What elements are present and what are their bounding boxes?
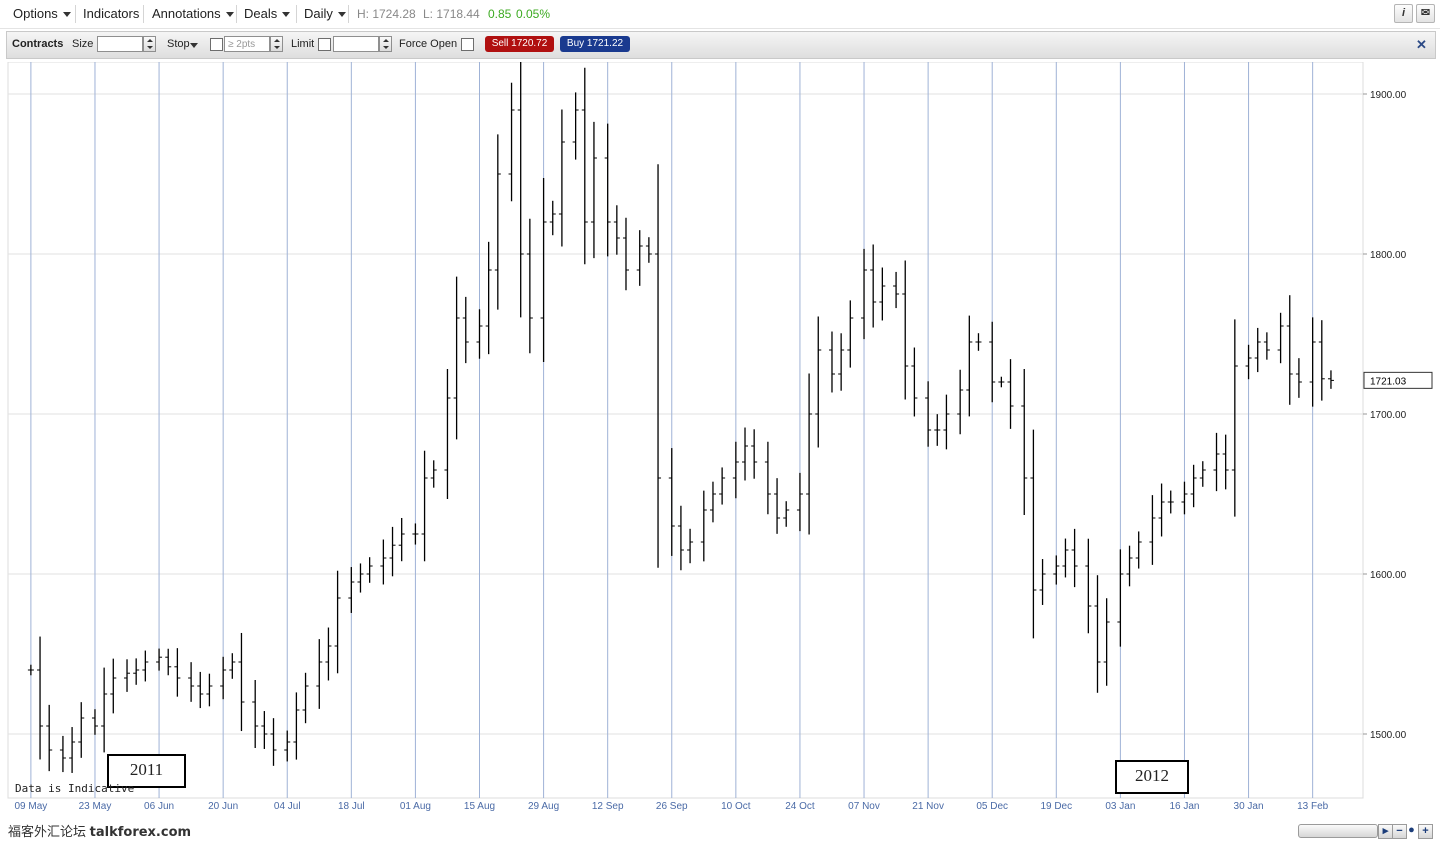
watermark: 福客外汇论坛 talkforex.com: [8, 821, 191, 840]
change-value: 0.85: [488, 7, 512, 21]
x-tick-label: 16 Jan: [1169, 801, 1199, 812]
divider: [296, 5, 297, 23]
low-value: L: 1718.44: [423, 7, 480, 21]
chevron-down-icon: [282, 12, 291, 18]
x-tick-label: 06 Jun: [144, 801, 174, 812]
buy-button[interactable]: Buy 1721.22: [560, 36, 630, 52]
period-menu[interactable]: Daily: [304, 6, 346, 21]
stop-label: Stop: [167, 38, 190, 50]
options-menu[interactable]: Options: [13, 6, 71, 21]
year-label-2011: 2011: [107, 754, 186, 788]
x-tick-label: 23 May: [79, 801, 112, 812]
chart-svg: 1900.00 1800.00 1700.00 1600.00 1500.00 09 Ma…: [7, 46, 1433, 812]
x-tick-label: 12 Sep: [592, 801, 624, 812]
divider: [348, 5, 349, 23]
size-input[interactable]: [97, 36, 143, 52]
limit-input[interactable]: [333, 36, 379, 52]
x-tick-label: 10 Oct: [721, 801, 751, 812]
limit-label: Limit: [291, 38, 315, 50]
x-tick-label: 26 Sep: [656, 801, 688, 812]
x-tick-label: 29 Aug: [528, 801, 559, 812]
deal-toolbar: Contracts Size Stop ≥ 2pts Limit Force O…: [6, 31, 1436, 59]
indicators-menu[interactable]: Indicators: [83, 6, 139, 21]
chart-scrollbar[interactable]: [1298, 824, 1378, 838]
price-chart[interactable]: 1900.00 1800.00 1700.00 1600.00 1500.00 09 Ma…: [7, 46, 1433, 822]
annotations-label: Annotations: [152, 6, 221, 21]
year-label-2012: 2012: [1115, 760, 1189, 794]
stop-checkbox[interactable]: [210, 38, 223, 51]
zoom-in-icon[interactable]: +: [1418, 824, 1433, 839]
mail-icon[interactable]: ✉: [1416, 4, 1435, 23]
bottom-bar: 福客外汇论坛 talkforex.com ▸ − ● +: [0, 820, 1440, 841]
options-label: Options: [13, 6, 58, 21]
play-icon[interactable]: ▸: [1378, 824, 1393, 839]
x-tick-label: 15 Aug: [464, 801, 495, 812]
x-tick-label: 19 Dec: [1040, 801, 1072, 812]
close-icon[interactable]: ✕: [1416, 37, 1427, 52]
y-tick-label: 1700.00: [1370, 410, 1407, 421]
x-tick-label: 04 Jul: [274, 801, 301, 812]
stop-input[interactable]: ≥ 2pts: [224, 36, 270, 52]
y-tick-label: 1900.00: [1370, 90, 1407, 101]
x-tick-label: 03 Jan: [1105, 801, 1135, 812]
x-tick-label: 07 Nov: [848, 801, 880, 812]
limit-checkbox[interactable]: [318, 38, 331, 51]
x-tick-label: 30 Jan: [1234, 801, 1264, 812]
dot-icon[interactable]: ●: [1408, 824, 1415, 836]
size-label: Size: [72, 38, 94, 50]
chevron-down-icon: [337, 12, 346, 18]
zoom-out-icon[interactable]: −: [1392, 824, 1407, 839]
last-price-label: 1721.03: [1370, 376, 1407, 387]
stop-stepper[interactable]: [270, 36, 283, 52]
chevron-down-icon[interactable]: [190, 43, 198, 48]
x-tick-label: 18 Jul: [338, 801, 365, 812]
watermark-site: talkforex.com: [89, 825, 192, 840]
plot-area: [7, 61, 1364, 799]
x-tick-label: 21 Nov: [912, 801, 944, 812]
divider: [143, 5, 144, 23]
menu-bar: Options Indicators Annotations Deals Dai…: [0, 0, 1440, 29]
high-value: H: 1724.28: [357, 7, 416, 21]
x-tick-label: 09 May: [14, 801, 47, 812]
limit-stepper[interactable]: [379, 36, 392, 52]
deals-label: Deals: [244, 6, 278, 21]
force-open-label: Force Open: [399, 38, 458, 50]
annotations-menu[interactable]: Annotations: [152, 6, 234, 21]
divider: [236, 5, 237, 23]
x-tick-label: 20 Jun: [208, 801, 238, 812]
y-tick-label: 1800.00: [1370, 250, 1407, 261]
y-tick-label: 1500.00: [1370, 730, 1407, 741]
x-tick-label: 24 Oct: [785, 801, 815, 812]
chevron-down-icon: [225, 12, 234, 18]
x-tick-label: 13 Feb: [1297, 801, 1329, 812]
contracts-label: Contracts: [12, 38, 64, 50]
force-open-checkbox[interactable]: [461, 38, 474, 51]
info-icon[interactable]: i: [1394, 4, 1413, 23]
indicators-label: Indicators: [83, 6, 140, 21]
watermark-cn: 福客外汇论坛: [8, 824, 87, 839]
last-price-box: [1363, 371, 1433, 389]
sell-button[interactable]: Sell 1720.72: [485, 36, 554, 52]
data-indicative-note: Data is Indicative: [15, 782, 135, 795]
deals-menu[interactable]: Deals: [244, 6, 291, 21]
chevron-down-icon: [62, 12, 71, 18]
x-tick-label: 05 Dec: [976, 801, 1008, 812]
change-percent: 0.05%: [516, 7, 551, 21]
y-tick-label: 1600.00: [1370, 570, 1407, 581]
period-label: Daily: [304, 6, 333, 21]
divider: [75, 5, 76, 23]
size-stepper[interactable]: [143, 36, 156, 52]
x-tick-label: 01 Aug: [400, 801, 431, 812]
